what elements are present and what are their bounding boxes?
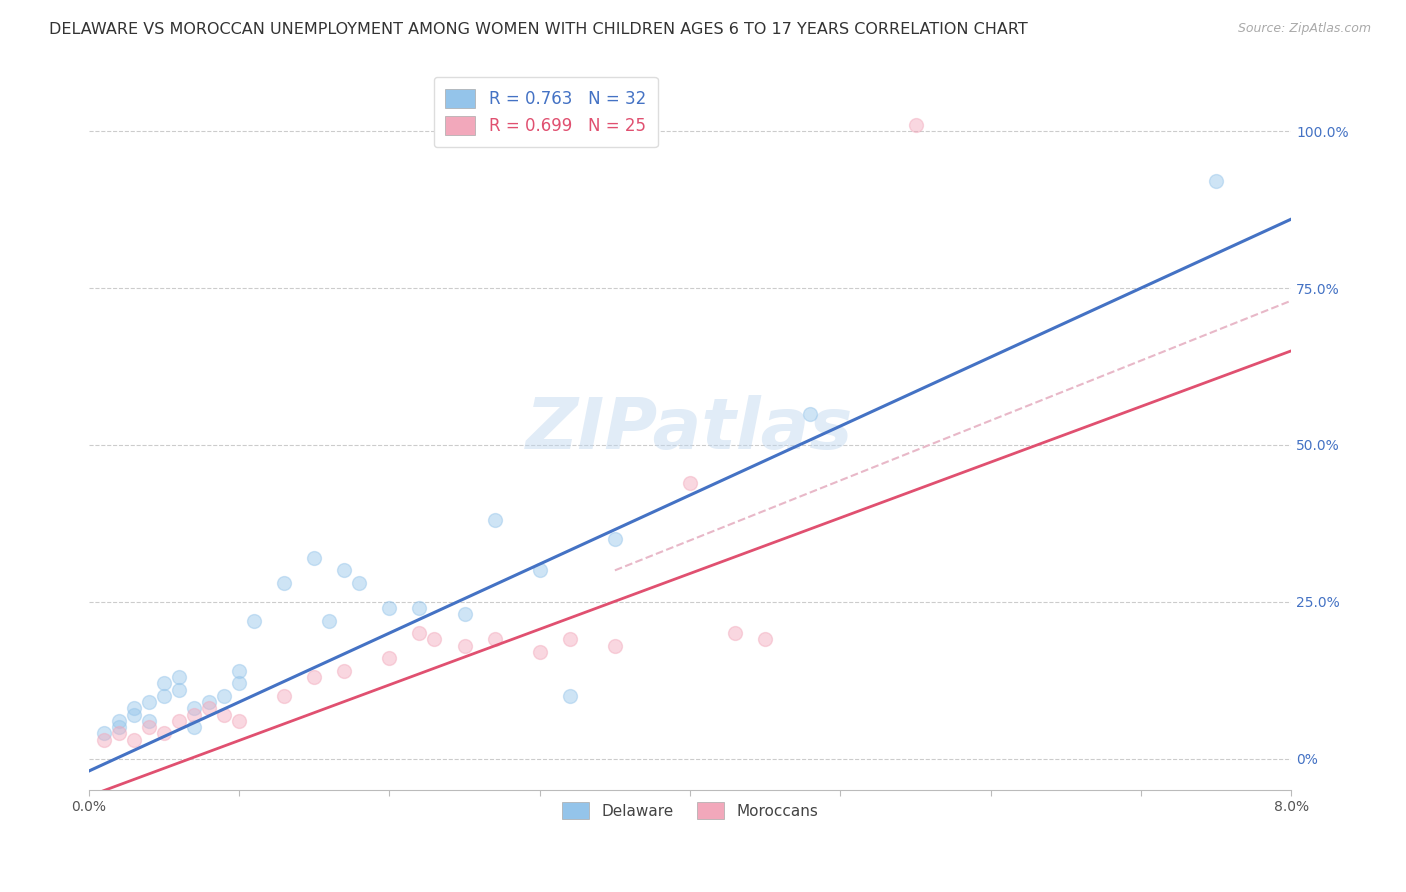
Point [349, 575, 371, 590]
Point [484, 632, 506, 647]
Point [167, 682, 190, 697]
Point [484, 513, 506, 527]
Point [558, 689, 581, 703]
Point [724, 626, 747, 640]
Legend: Delaware, Moroccans: Delaware, Moroccans [555, 796, 824, 826]
Point [138, 720, 160, 734]
Point [138, 714, 160, 728]
Point [212, 707, 235, 722]
Point [603, 639, 626, 653]
Point [93, 732, 115, 747]
Point [679, 475, 702, 490]
Point [318, 614, 340, 628]
Point [273, 689, 295, 703]
Point [212, 689, 235, 703]
Point [107, 720, 129, 734]
Point [558, 632, 581, 647]
Text: ZIPatlas: ZIPatlas [526, 395, 853, 464]
Point [378, 601, 401, 615]
Point [333, 563, 356, 577]
Point [408, 626, 430, 640]
Point [754, 632, 776, 647]
Point [228, 676, 250, 690]
Point [122, 707, 145, 722]
Point [408, 601, 430, 615]
Point [228, 664, 250, 678]
Point [167, 714, 190, 728]
Point [378, 651, 401, 665]
Point [122, 732, 145, 747]
Point [1205, 174, 1227, 188]
Point [138, 695, 160, 709]
Point [603, 532, 626, 546]
Point [799, 407, 821, 421]
Point [153, 676, 176, 690]
Point [243, 614, 266, 628]
Point [167, 670, 190, 684]
Point [198, 695, 221, 709]
Point [453, 639, 475, 653]
Point [183, 707, 205, 722]
Point [453, 607, 475, 622]
Point [183, 720, 205, 734]
Point [107, 714, 129, 728]
Point [302, 670, 325, 684]
Point [183, 701, 205, 715]
Point [423, 632, 446, 647]
Point [529, 563, 551, 577]
Point [153, 689, 176, 703]
Point [333, 664, 356, 678]
Point [122, 701, 145, 715]
Point [107, 726, 129, 740]
Point [153, 726, 176, 740]
Point [904, 118, 927, 132]
Point [302, 550, 325, 565]
Text: Source: ZipAtlas.com: Source: ZipAtlas.com [1237, 22, 1371, 36]
Point [93, 726, 115, 740]
Point [529, 645, 551, 659]
Point [228, 714, 250, 728]
Point [273, 575, 295, 590]
Point [198, 701, 221, 715]
Text: DELAWARE VS MOROCCAN UNEMPLOYMENT AMONG WOMEN WITH CHILDREN AGES 6 TO 17 YEARS C: DELAWARE VS MOROCCAN UNEMPLOYMENT AMONG … [49, 22, 1028, 37]
